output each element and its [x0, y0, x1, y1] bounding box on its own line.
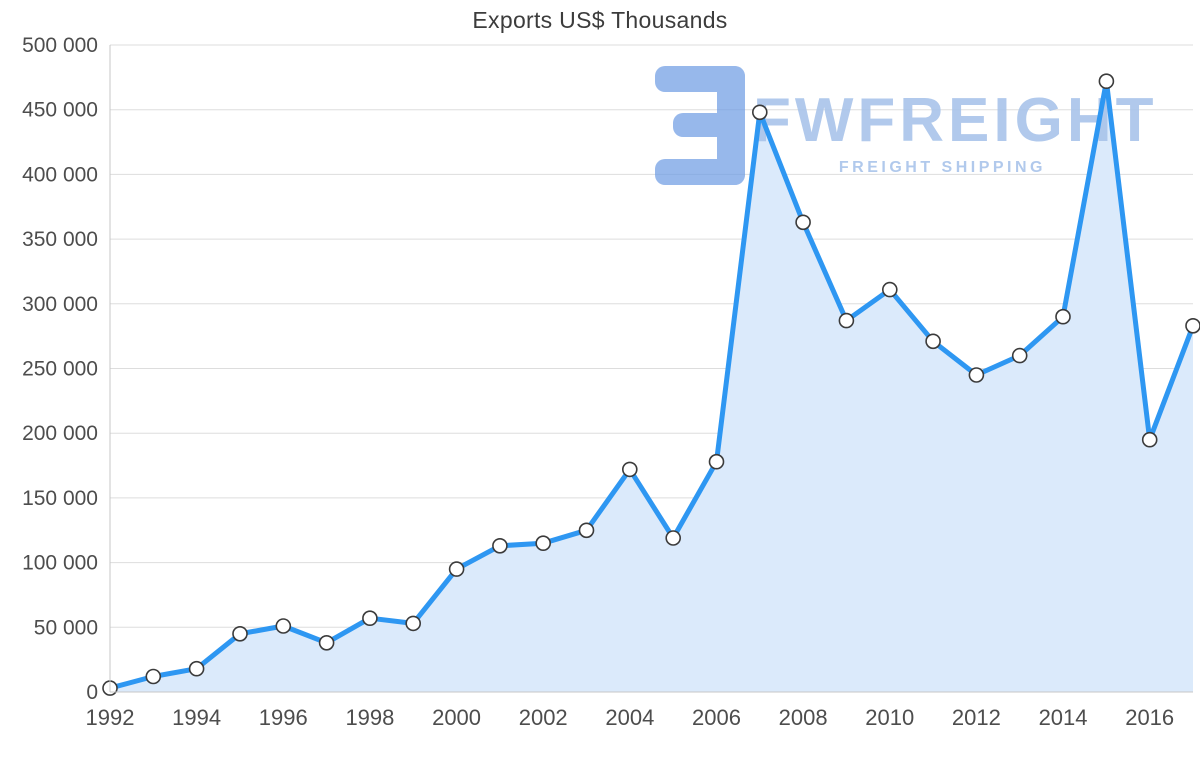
x-axis-label: 1998: [345, 705, 394, 730]
axes-layer: [109, 45, 1193, 693]
data-point-marker: [1011, 347, 1028, 364]
y-axis-label: 100 000: [22, 552, 98, 575]
data-point-marker: [881, 281, 898, 298]
data-point-marker: [535, 535, 552, 552]
data-point-marker: [708, 453, 725, 470]
x-axis-label: 2012: [952, 705, 1001, 730]
data-point-marker: [925, 333, 941, 350]
data-point-marker: [362, 610, 378, 627]
y-axis-label: 350 000: [22, 228, 98, 251]
x-axis-label: 2004: [605, 705, 654, 730]
data-point-marker: [621, 461, 638, 478]
data-point-marker: [795, 214, 811, 231]
data-point-marker: [275, 618, 292, 634]
y-axis-label: 200 000: [22, 422, 98, 445]
x-axis-label: 2000: [432, 705, 481, 730]
x-axis-label: 2016: [1125, 705, 1174, 730]
y-axis-label: 400 000: [22, 163, 98, 186]
data-point-marker: [578, 522, 595, 539]
data-point-marker: [838, 312, 855, 329]
x-axis-label: 2002: [519, 705, 568, 730]
y-axis-label: 0: [86, 681, 98, 704]
data-point-marker: [1185, 318, 1200, 334]
logo-bar: [673, 113, 745, 137]
data-point-marker: [318, 634, 335, 651]
data-point-marker: [968, 367, 985, 383]
watermark: FWFREIGHT FREIGHT SHIPPING: [655, 66, 1158, 185]
axis-labels-layer: 0 50 000 100 000 150 000 200 000 250 000 300 0…: [22, 34, 1174, 730]
x-axis-label: 2014: [1039, 705, 1088, 730]
watermark-tagline: FREIGHT SHIPPING: [839, 159, 1046, 176]
y-axis-label: 250 000: [22, 358, 98, 381]
watermark-brand: FWFREIGHT: [753, 86, 1158, 155]
data-point-marker: [405, 615, 422, 632]
y-axis-label: 500 000: [22, 34, 98, 57]
markers-layer: [102, 73, 1200, 696]
area-fill: [110, 81, 1193, 692]
y-axis-label: 150 000: [22, 487, 98, 510]
y-axis-label: 300 000: [22, 293, 98, 316]
fwfreight-logo-icon: [655, 66, 745, 185]
data-point-marker: [1055, 308, 1071, 325]
data-point-marker: [145, 668, 162, 685]
x-axis-label: 1996: [259, 705, 308, 730]
data-point-marker: [751, 104, 768, 121]
data-point-marker: [1098, 73, 1115, 89]
x-axis-label: 2006: [692, 705, 741, 730]
data-point-marker: [188, 660, 205, 677]
x-axis-label: 2008: [779, 705, 828, 730]
data-point-marker: [448, 561, 465, 577]
y-axis-label: 450 000: [22, 99, 98, 122]
data-point-marker: [232, 625, 248, 642]
data-point-marker: [665, 530, 682, 546]
logo-bar: [655, 159, 745, 185]
data-point-marker: [1141, 431, 1158, 448]
y-axis-label: 50 000: [34, 616, 98, 639]
area-layer: [110, 81, 1193, 692]
data-point-marker: [492, 537, 508, 554]
x-axis-label: 1994: [172, 705, 221, 730]
x-axis-label: 2010: [865, 705, 914, 730]
x-axis-label: 1992: [86, 705, 135, 730]
